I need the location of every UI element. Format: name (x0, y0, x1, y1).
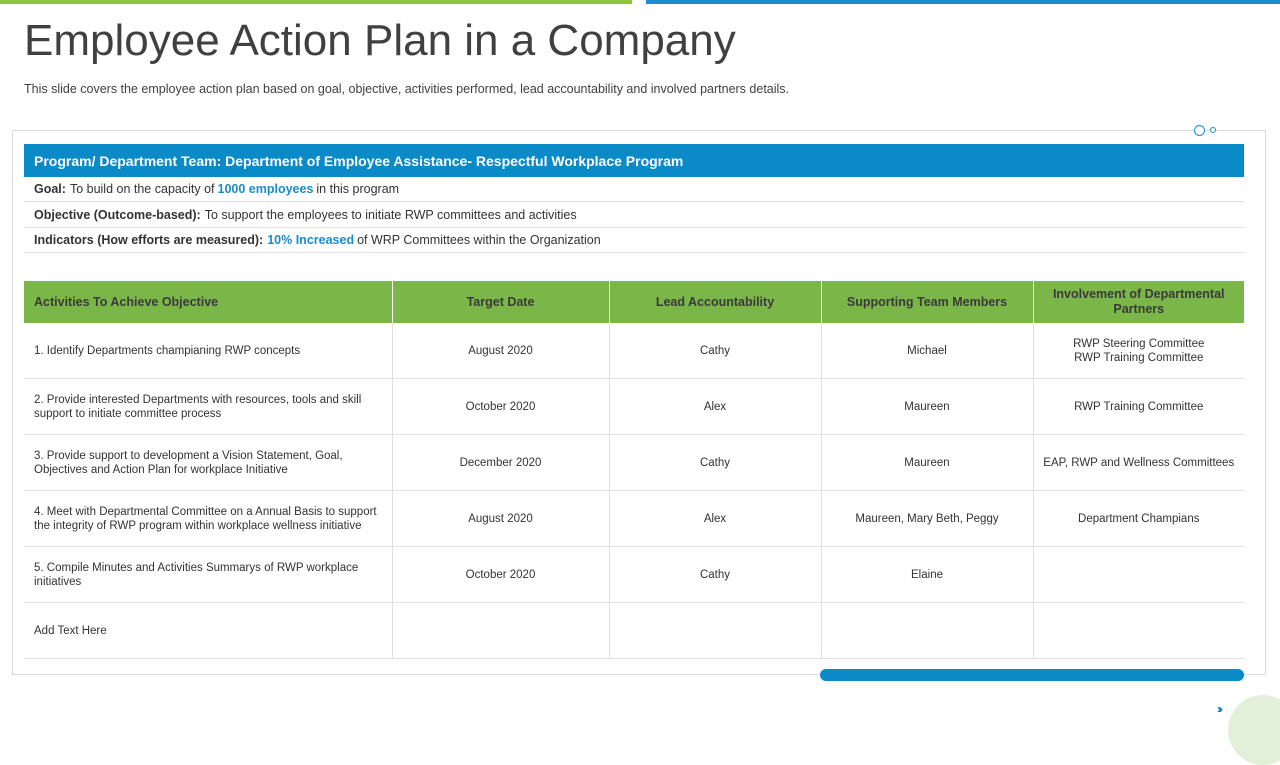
partners-cell (1032, 602, 1244, 659)
header-target-date: Target Date (391, 281, 609, 323)
support-cell: Maureen, Mary Beth, Peggy (820, 490, 1033, 547)
top-accent-bar-blue (646, 0, 1280, 4)
indicators-label: Indicators (How efforts are measured): (34, 233, 264, 247)
page-title: Employee Action Plan in a Company (24, 16, 736, 65)
activity-cell: Add Text Here (24, 602, 392, 659)
lead-cell: Cathy (608, 323, 821, 379)
lead-cell: Alex (608, 378, 821, 435)
partner-line: RWP Steering Committee (1073, 337, 1205, 350)
table-row: 4. Meet with Departmental Committee on a… (24, 490, 1244, 547)
partners-cell: RWP Training Committee (1032, 378, 1244, 435)
header-departmental-partners: Involvement of Departmental Partners (1032, 281, 1244, 323)
table-row: 5. Compile Minutes and Activities Summar… (24, 546, 1244, 603)
decorative-circle-icon (1194, 125, 1205, 136)
program-header: Program/ Department Team: Department of … (24, 144, 1244, 177)
header-lead-accountability: Lead Accountability (608, 281, 821, 323)
activity-cell: 1. Identify Departments champianing RWP … (24, 323, 392, 379)
partners-cell: EAP, RWP and Wellness Committees (1032, 434, 1244, 491)
support-cell: Michael (820, 323, 1033, 379)
table-row: 3. Provide support to development a Visi… (24, 434, 1244, 491)
activity-cell: 2. Provide interested Departments with r… (24, 378, 392, 435)
lead-cell: Cathy (608, 434, 821, 491)
table-body: 1. Identify Departments champianing RWP … (24, 323, 1244, 659)
top-accent-bar-green (0, 0, 632, 4)
header-supporting-team: Supporting Team Members (820, 281, 1033, 323)
partners-cell: RWP Steering Committee RWP Training Commi… (1032, 323, 1244, 379)
support-cell: Maureen (820, 434, 1033, 491)
activity-cell: 5. Compile Minutes and Activities Summar… (24, 546, 392, 603)
table-row: 2. Provide interested Departments with r… (24, 378, 1244, 435)
partner-line: EAP, RWP and Wellness Committees (1043, 456, 1235, 469)
support-cell: Maureen (820, 378, 1033, 435)
support-cell: Elaine (820, 546, 1033, 603)
goal-text-after: in this program (316, 182, 400, 196)
goal-label: Goal: (34, 182, 66, 196)
lead-cell (608, 602, 821, 659)
table-row: Add Text Here (24, 602, 1244, 659)
table-header-row: Activities To Achieve Objective Target D… (24, 281, 1244, 323)
horizontal-scrollbar[interactable] (820, 669, 1244, 681)
table-row: 1. Identify Departments champianing RWP … (24, 323, 1244, 379)
support-cell (820, 602, 1033, 659)
indicators-highlight: 10% Increased (267, 233, 355, 247)
target-date-cell: October 2020 (391, 546, 609, 603)
lead-cell: Cathy (608, 546, 821, 603)
goal-text: To build on the capacity of (69, 182, 215, 196)
activity-cell: 3. Provide support to development a Visi… (24, 434, 392, 491)
action-plan-table: Activities To Achieve Objective Target D… (24, 281, 1244, 659)
partner-line: RWP Training Committee (1074, 400, 1204, 413)
objective-row: Objective (Outcome-based): To support th… (24, 203, 1244, 228)
objective-text: To support the employees to initiate RWP… (204, 208, 577, 222)
partner-line: Department Champians (1078, 512, 1200, 525)
target-date-cell: August 2020 (391, 490, 609, 547)
goal-row: Goal: To build on the capacity of 1000 e… (24, 177, 1244, 202)
partner-line: RWP Training Committee (1074, 351, 1204, 364)
objective-label: Objective (Outcome-based): (34, 208, 201, 222)
target-date-cell (391, 602, 609, 659)
page-subtitle: This slide covers the employee action pl… (24, 82, 790, 96)
activity-cell: 4. Meet with Departmental Committee on a… (24, 490, 392, 547)
partners-cell: Department Champians (1032, 490, 1244, 547)
decorative-corner-circle (1228, 695, 1280, 765)
chevron-right-triple-icon[interactable]: ››› (1217, 702, 1223, 716)
partners-cell (1032, 546, 1244, 603)
target-date-cell: August 2020 (391, 323, 609, 379)
goal-highlight: 1000 employees (217, 182, 314, 196)
indicators-row: Indicators (How efforts are measured): 1… (24, 228, 1244, 253)
content-frame (12, 130, 1266, 675)
header-activities: Activities To Achieve Objective (24, 281, 392, 323)
target-date-cell: December 2020 (391, 434, 609, 491)
target-date-cell: October 2020 (391, 378, 609, 435)
decorative-small-circle-icon (1210, 127, 1216, 133)
lead-cell: Alex (608, 490, 821, 547)
indicators-text-after: of WRP Committees within the Organizatio… (357, 233, 601, 247)
